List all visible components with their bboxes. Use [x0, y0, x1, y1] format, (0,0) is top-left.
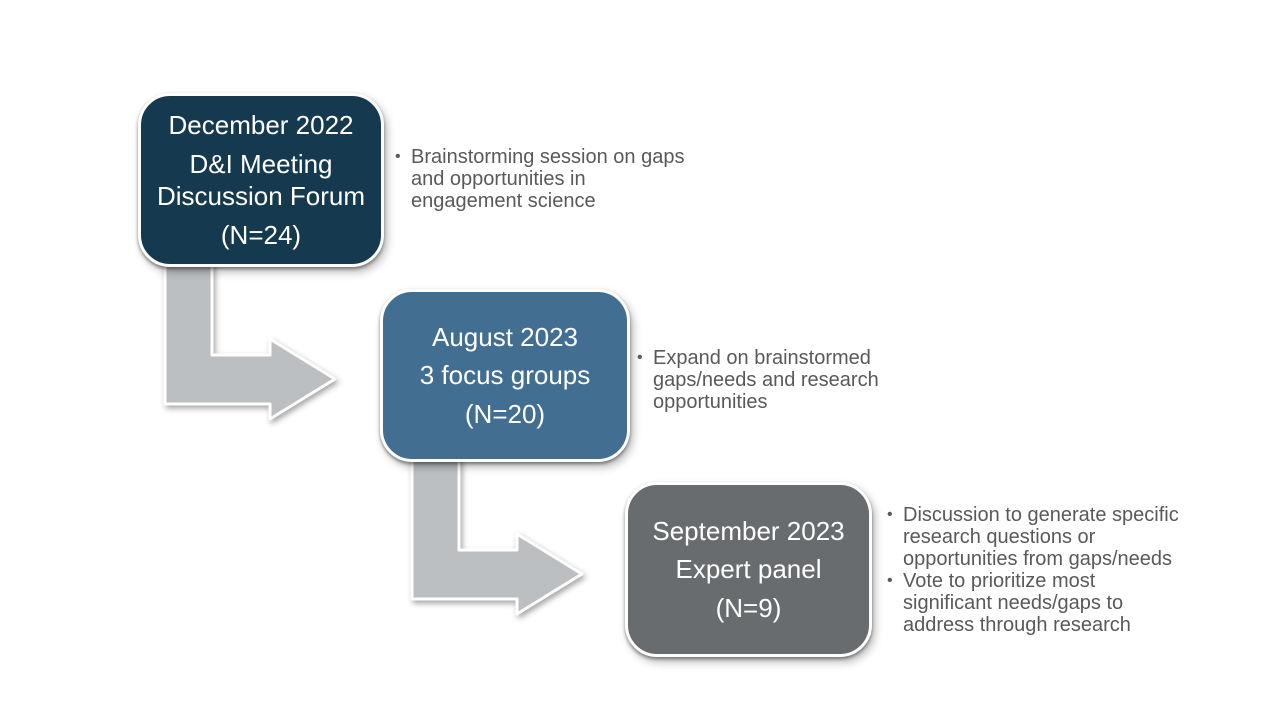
step-title: Expert panel — [675, 554, 822, 585]
step-box-september-2023: September 2023 Expert panel (N=9) — [625, 482, 872, 657]
step-date: September 2023 — [652, 515, 845, 546]
step-count: (N=9) — [715, 592, 782, 623]
bent-arrow-shape — [163, 260, 337, 421]
step-title: D&I Meeting Discussion Forum — [156, 148, 366, 212]
bullet-item: Discussion to generate specific research… — [884, 504, 1185, 570]
step-count: (N=24) — [220, 219, 302, 250]
step-bullets-september-2023: Discussion to generate specific research… — [884, 504, 1185, 636]
bullet-item: Expand on brainstormed gaps/needs and re… — [634, 347, 915, 413]
step-count: (N=20) — [464, 398, 546, 429]
bent-arrow-icon — [163, 260, 337, 421]
step-title: 3 focus groups — [419, 360, 591, 391]
bent-arrow-icon — [410, 455, 584, 616]
step-bullets-august-2023: Expand on brainstormed gaps/needs and re… — [634, 347, 915, 413]
step-box-december-2022: December 2022 D&I Meeting Discussion For… — [138, 93, 384, 267]
bent-arrow-shape — [410, 455, 584, 616]
step-date: August 2023 — [431, 321, 578, 352]
bullet-item: Brainstorming session on gaps and opport… — [392, 146, 691, 212]
bullet-item: Vote to prioritize most significant need… — [884, 570, 1185, 636]
step-box-august-2023: August 2023 3 focus groups (N=20) — [380, 289, 630, 462]
step-date: December 2022 — [168, 110, 354, 140]
step-bullets-december-2022: Brainstorming session on gaps and opport… — [392, 146, 691, 212]
